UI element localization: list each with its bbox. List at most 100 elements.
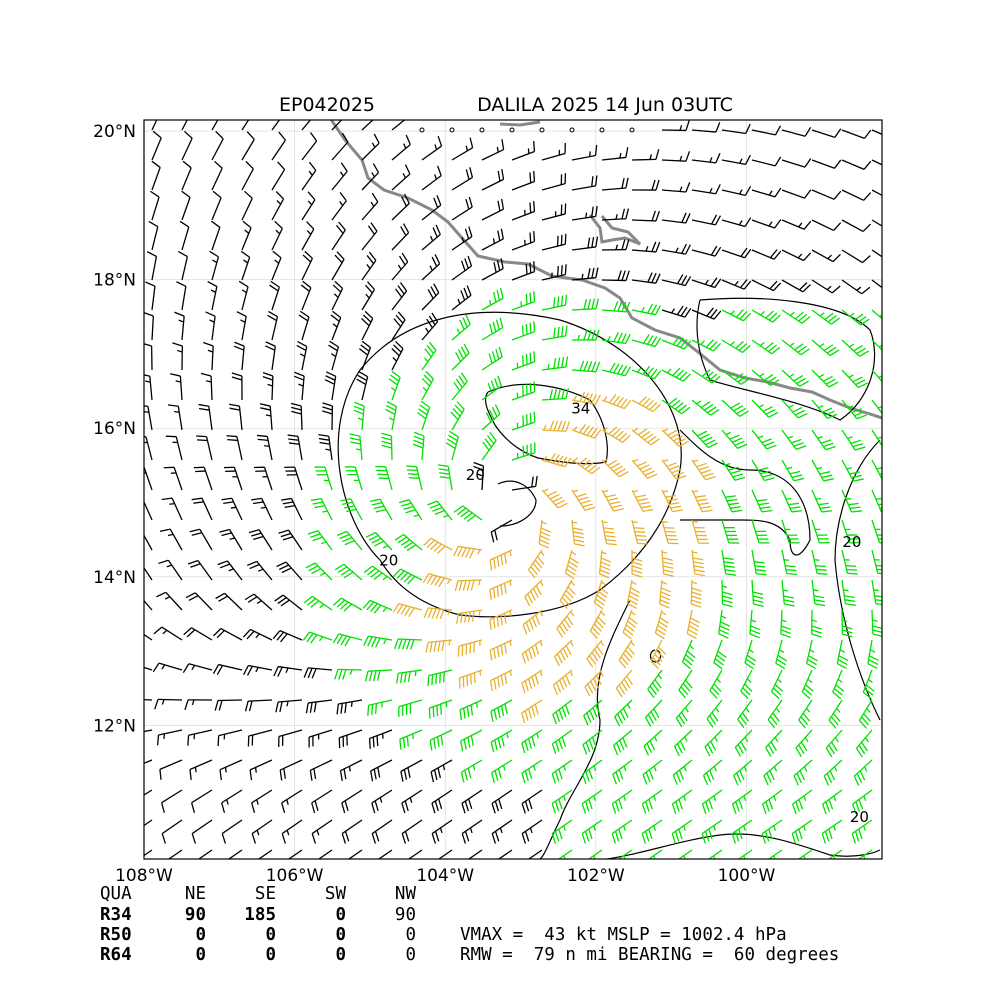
wind-barb [231,372,243,401]
wind-barb [589,609,606,639]
wind-barb [691,214,722,226]
wind-barb [144,759,153,765]
wind-barb [751,339,781,355]
wind-barb [751,187,782,198]
wind-barb [811,339,840,357]
wind-barb [451,196,473,221]
x-tick-label: 102°W [567,866,625,886]
wind-barb [801,669,814,700]
wind-barb [229,403,243,431]
wind-barb [361,281,376,311]
wind-barb [416,400,431,431]
wind-barb [221,497,243,521]
wind-barb [338,729,363,749]
wind-barb [552,669,574,696]
wind-barb [333,597,363,612]
x-axis-ticks: 108°W 106°W 104°W 102°W 100°W [115,866,775,886]
wind-barb [336,530,363,551]
wind-barb [361,310,374,341]
wind-barb [284,466,303,491]
wind-barb [823,759,843,786]
wind-barb [631,427,660,446]
wind-barb [423,607,453,620]
wind-barb [797,849,813,859]
wind-barb [369,498,393,521]
wind-barb [144,374,153,401]
wind-barb [217,729,243,747]
table-row-r34: R34 90 185 0 90 [100,905,416,925]
wind-barb [421,135,443,161]
wind-barb [571,519,585,547]
wind-barb [556,609,575,638]
wind-barb [828,699,843,729]
wind-barb [144,789,153,796]
wind-barb [618,639,635,669]
wind-barb [296,340,308,371]
wind-barb [811,399,838,419]
wind-barb [751,489,773,513]
wind-barb [647,669,663,699]
wind-barb [631,210,660,222]
wind-barb [310,497,333,521]
wind-barb [841,399,867,420]
wind-barb [867,639,879,669]
wind-barb [207,280,218,311]
wind-barb [681,639,696,670]
wind-barb [144,666,153,671]
wind-barb [176,281,187,311]
wind-barb [211,190,222,221]
wind-barb [331,120,343,131]
wind-barb [631,365,662,380]
wind-barb [871,309,882,320]
wind-barb [631,334,662,348]
table-cell-sw: 0 [335,905,346,925]
wind-barb [273,665,303,677]
contour-line [834,439,881,721]
wind-barb [811,369,839,388]
wind-barb [631,458,658,479]
wind-barb [721,339,751,354]
wind-barb [481,431,497,461]
wind-barb [450,401,465,431]
wind-barbs [144,120,882,859]
wind-barb [541,203,567,221]
wind-barb [871,249,882,258]
wind-barb [841,369,869,389]
calm-marker [599,127,605,133]
wind-barb [721,186,752,197]
wind-barb [871,579,882,606]
wind-barb [521,669,543,694]
wind-barb [737,699,753,729]
wind-barb [241,131,255,161]
wind-barb [841,519,860,544]
wind-barb [767,849,783,859]
wind-barb [871,279,882,289]
table-cell-se: 185 [244,905,276,925]
wind-barb [857,849,873,859]
wind-barb [185,592,213,611]
y-tick-label: 16°N [93,419,136,439]
wind-barb [521,789,543,814]
wind-barb [721,429,748,449]
wind-barb [691,399,720,416]
wind-barb [489,639,513,661]
wind-barb [626,579,641,609]
wind-barb [841,459,864,482]
wind-barb [305,699,333,714]
wind-barb [571,457,601,475]
wind-barb [197,849,213,859]
wind-barb [763,759,783,786]
wind-barb [184,699,213,711]
wind-barb [811,249,841,263]
wind-barb [400,759,423,782]
wind-barb [167,404,183,431]
wind-barb [421,224,441,251]
wind-barb [691,184,721,195]
wind-barb [144,633,153,641]
wind-barb [511,231,536,251]
wind-barb [179,220,190,251]
storm-info: VMAX = 43 kt MSLP = 1002.4 hPa RMW = 79 … [460,925,839,965]
wind-barb [377,849,393,859]
wind-barb [187,559,213,581]
wind-barb [841,249,871,264]
